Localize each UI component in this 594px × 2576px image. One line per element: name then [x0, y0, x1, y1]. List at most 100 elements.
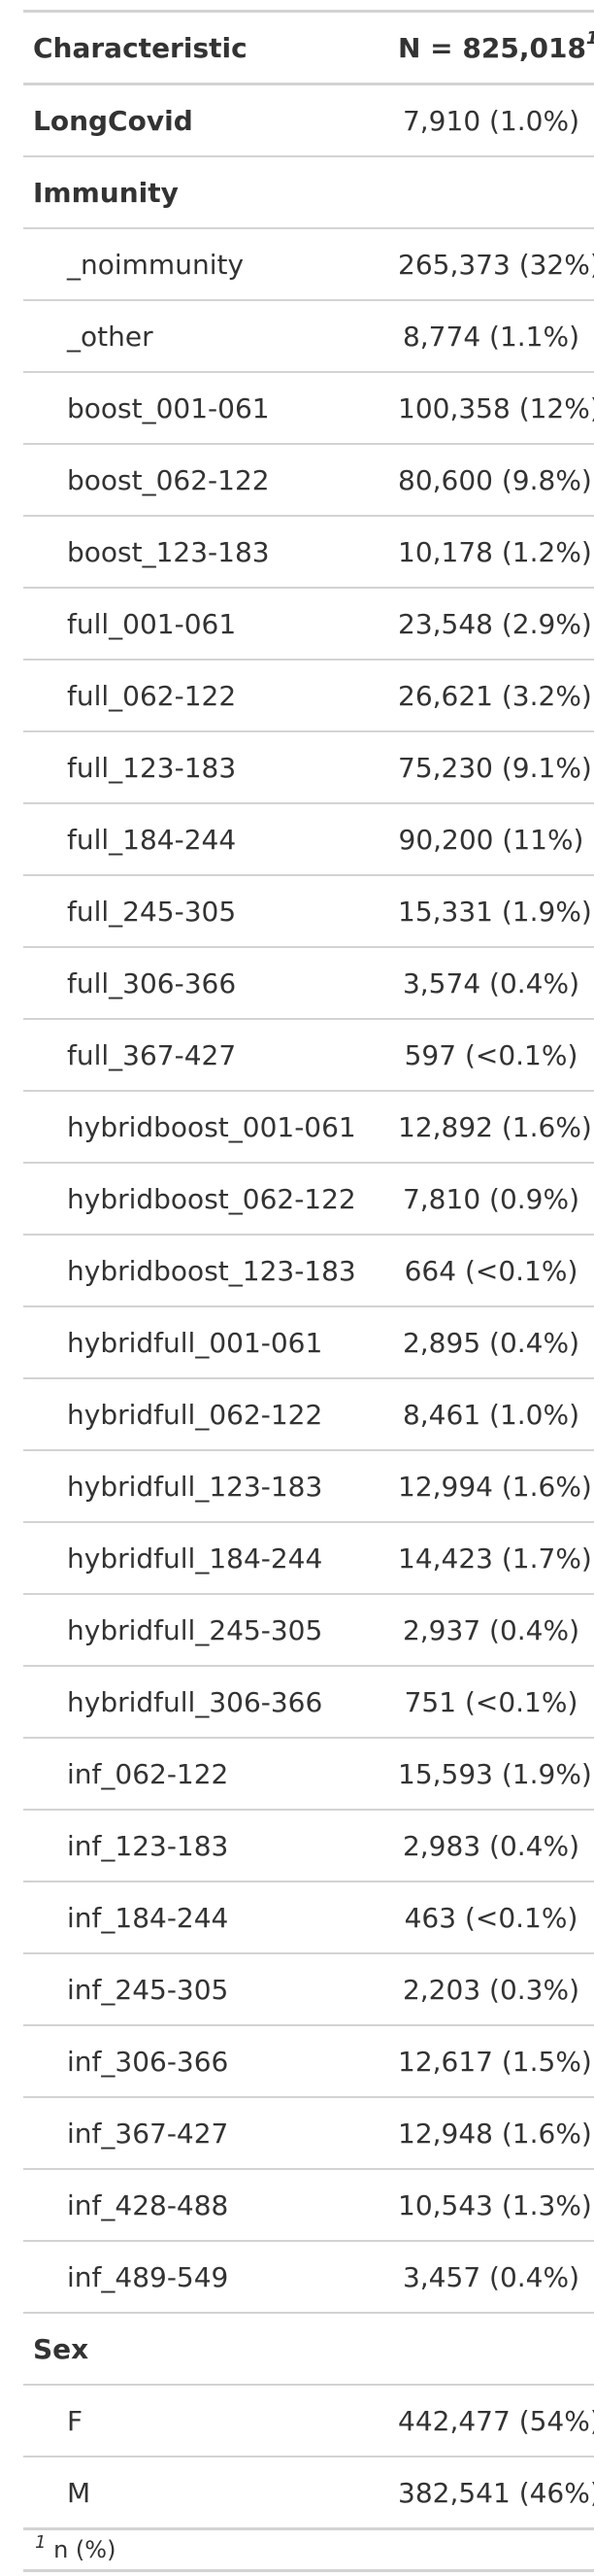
table-row: full_001-061 23,548 (2.9%): [23, 587, 594, 660]
level-label: inf_306-366: [23, 2024, 388, 2097]
level-label: hybridboost_062-122: [23, 1162, 388, 1235]
stat-value: 463 (<0.1%): [388, 1881, 594, 1953]
stat-value: 2,203 (0.3%): [388, 1952, 594, 2025]
stat-value: 8,774 (1.1%): [388, 299, 594, 372]
footnote-row: 1 n (%): [23, 2527, 594, 2572]
level-label: hybridfull_245-305: [23, 1593, 388, 1666]
stat-value: 14,423 (1.7%): [388, 1521, 594, 1594]
table-row: boost_062-122 80,600 (9.8%): [23, 443, 594, 516]
table-row: full_062-122 26,621 (3.2%): [23, 659, 594, 731]
level-label: M: [23, 2456, 388, 2529]
level-label: full_001-061: [23, 587, 388, 660]
level-label: hybridfull_184-244: [23, 1521, 388, 1594]
table-row: full_306-366 3,574 (0.4%): [23, 946, 594, 1019]
level-label: boost_001-061: [23, 371, 388, 444]
level-label: full_245-305: [23, 874, 388, 947]
table-row: M 382,541 (46%): [23, 2456, 594, 2529]
stat-value: 3,574 (0.4%): [388, 946, 594, 1019]
table-row: Immunity: [23, 155, 594, 228]
stat-value: 7,810 (0.9%): [388, 1162, 594, 1235]
stat-value: 12,892 (1.6%): [388, 1090, 594, 1163]
level-label: F: [23, 2384, 388, 2457]
level-label: hybridfull_062-122: [23, 1377, 388, 1450]
level-label: hybridfull_306-366: [23, 1665, 388, 1738]
table-row: inf_062-122 15,593 (1.9%): [23, 1737, 594, 1810]
table-row: _noimmunity 265,373 (32%): [23, 227, 594, 300]
stat-value: 664 (<0.1%): [388, 1234, 594, 1306]
stat-value: 2,983 (0.4%): [388, 1809, 594, 1881]
table-row: hybridboost_123-183 664 (<0.1%): [23, 1234, 594, 1306]
stat-value: 751 (<0.1%): [388, 1665, 594, 1738]
stat-value: 8,461 (1.0%): [388, 1377, 594, 1450]
stat-value: 26,621 (3.2%): [388, 659, 594, 731]
level-label: full_367-427: [23, 1018, 388, 1091]
stat-value: 23,548 (2.9%): [388, 587, 594, 660]
table-row: boost_123-183 10,178 (1.2%): [23, 515, 594, 588]
level-label: inf_123-183: [23, 1809, 388, 1881]
stat-value: 382,541 (46%): [388, 2456, 594, 2529]
table-row: full_123-183 75,230 (9.1%): [23, 730, 594, 803]
stat-value: 442,477 (54%): [388, 2384, 594, 2457]
stat-value: 7,910 (1.0%): [388, 83, 594, 156]
table-row: hybridfull_062-122 8,461 (1.0%): [23, 1377, 594, 1450]
footnote-text: n (%): [53, 2536, 116, 2563]
table-row: F 442,477 (54%): [23, 2384, 594, 2457]
stat-value: 265,373 (32%): [388, 227, 594, 300]
level-label: full_062-122: [23, 659, 388, 731]
stat-value: 75,230 (9.1%): [388, 730, 594, 803]
table-row: hybridboost_062-122 7,810 (0.9%): [23, 1162, 594, 1235]
variable-label: Sex: [23, 2312, 388, 2385]
table-row: full_367-427 597 (<0.1%): [23, 1018, 594, 1091]
table-row: hybridfull_184-244 14,423 (1.7%): [23, 1521, 594, 1594]
stat-value: 3,457 (0.4%): [388, 2240, 594, 2313]
level-label: _other: [23, 299, 388, 372]
header-row: Characteristic N = 825,0181: [23, 11, 594, 85]
table-row: inf_123-183 2,983 (0.4%): [23, 1809, 594, 1881]
level-label: _noimmunity: [23, 227, 388, 300]
level-label: boost_123-183: [23, 515, 388, 588]
stat-value: 12,948 (1.6%): [388, 2096, 594, 2169]
table-row: full_184-244 90,200 (11%): [23, 802, 594, 875]
level-label: hybridboost_001-061: [23, 1090, 388, 1163]
table-body: LongCovid 7,910 (1.0%) Immunity _noimmunity…: [23, 83, 594, 2529]
footnote: 1 n (%): [23, 2527, 594, 2572]
footnote-mark: 1: [586, 28, 594, 49]
table-row: boost_001-061 100,358 (12%): [23, 371, 594, 444]
stat-value: 597 (<0.1%): [388, 1018, 594, 1091]
level-label: boost_062-122: [23, 443, 388, 516]
table-row: hybridfull_123-183 12,994 (1.6%): [23, 1449, 594, 1522]
table-row: hybridfull_245-305 2,937 (0.4%): [23, 1593, 594, 1666]
table-row: full_245-305 15,331 (1.9%): [23, 874, 594, 947]
stat-value: 10,178 (1.2%): [388, 515, 594, 588]
stat-value: 12,617 (1.5%): [388, 2024, 594, 2097]
stat-value: 2,895 (0.4%): [388, 1305, 594, 1378]
level-label: full_184-244: [23, 802, 388, 875]
table-row: inf_184-244 463 (<0.1%): [23, 1881, 594, 1953]
level-label: inf_184-244: [23, 1881, 388, 1953]
level-label: inf_367-427: [23, 2096, 388, 2169]
stat-value: 15,331 (1.9%): [388, 874, 594, 947]
level-label: inf_062-122: [23, 1737, 388, 1810]
table-row: inf_367-427 12,948 (1.6%): [23, 2096, 594, 2169]
level-label: inf_489-549: [23, 2240, 388, 2313]
stat-value: 100,358 (12%): [388, 371, 594, 444]
variable-label: LongCovid: [23, 83, 388, 156]
footnote-mark-ref: 1: [35, 2532, 47, 2553]
table-row: Sex: [23, 2312, 594, 2385]
stat-value: 15,593 (1.9%): [388, 1737, 594, 1810]
level-label: hybridfull_123-183: [23, 1449, 388, 1522]
table-row: inf_428-488 10,543 (1.3%): [23, 2168, 594, 2241]
stat-value: 90,200 (11%): [388, 802, 594, 875]
stat-value: 10,543 (1.3%): [388, 2168, 594, 2241]
table-row: hybridfull_001-061 2,895 (0.4%): [23, 1305, 594, 1378]
variable-label: Immunity: [23, 155, 388, 228]
level-label: full_306-366: [23, 946, 388, 1019]
stat-value: [388, 2312, 594, 2385]
table-row: inf_489-549 3,457 (0.4%): [23, 2240, 594, 2313]
stat-value: [388, 155, 594, 228]
table-row: _other 8,774 (1.1%): [23, 299, 594, 372]
table-row: inf_306-366 12,617 (1.5%): [23, 2024, 594, 2097]
table-row: hybridboost_001-061 12,892 (1.6%): [23, 1090, 594, 1163]
level-label: hybridboost_123-183: [23, 1234, 388, 1306]
level-label: full_123-183: [23, 730, 388, 803]
